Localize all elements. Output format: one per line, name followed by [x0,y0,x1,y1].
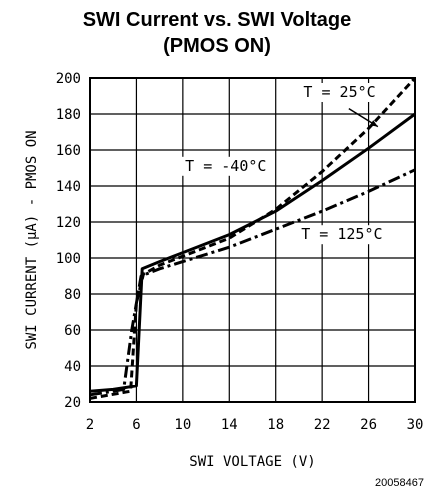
x-tick-label: 6 [132,417,140,433]
plot-frame [89,77,416,403]
y-tick-label: 200 [56,71,81,87]
y-tick-label: 160 [56,143,81,159]
series-line-1 [89,112,416,393]
x-tick-label: 2 [86,417,94,433]
series-label-bg [295,225,389,245]
chart-subtitle: (PMOS ON) [163,35,271,57]
figure-id: 20058467 [375,477,424,489]
y-tick-label: 120 [56,215,81,231]
annotations: T = 25°C T = -40°C T = 125°C [179,83,389,245]
x-tick-label: 22 [314,417,331,433]
y-tick-label: 140 [56,179,81,195]
x-tick-label: 30 [407,417,424,433]
y-tick-label: 60 [64,323,81,339]
x-axis-label: SWI VOLTAGE (V) [189,454,315,470]
series-label-2: T = 125°C [301,225,382,243]
y-tick-label: 80 [64,287,81,303]
series-group [89,76,417,400]
arrow-head [369,120,378,127]
chart-title: SWI Current vs. SWI Voltage [82,9,352,31]
series-label-0: T = 25°C [303,83,375,101]
y-tick-label: 180 [56,107,81,123]
series-label-1: T = -40°C [185,157,266,175]
series-line-2 [89,168,416,397]
y-tick-label: 100 [56,251,81,267]
series-label-bg [179,156,273,176]
y-tick-label: 40 [64,359,81,375]
y-axis-label: SWI CURRENT (μA) - PMOS ON [24,130,40,349]
x-tick-label: 26 [360,417,377,433]
x-tick-label: 10 [174,417,191,433]
series-line-0 [89,76,417,400]
x-tick-label: 18 [267,417,284,433]
series-label-bg [297,83,382,102]
x-tick-label: 14 [221,417,238,433]
y-tick-label: 20 [64,395,81,411]
